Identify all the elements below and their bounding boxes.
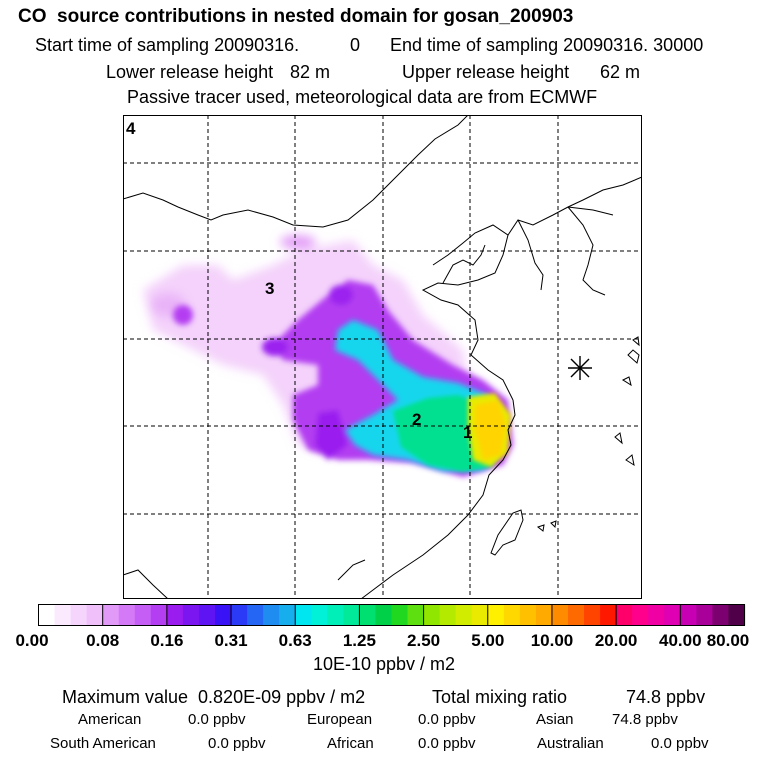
region-label-1: 1 <box>463 423 472 442</box>
colorbar-cell <box>584 604 601 626</box>
colorbar-cell <box>359 604 377 626</box>
colorbar-cell <box>38 604 56 626</box>
colorbar-frame <box>38 604 745 626</box>
colorbar-cell <box>471 604 489 626</box>
colorbar-cell <box>263 604 280 626</box>
colorbar-cell <box>295 604 312 626</box>
start-time-label: Start time of sampling 20090316. <box>35 35 300 55</box>
colorbar-cell <box>632 604 649 626</box>
colorbar-cell <box>118 604 136 626</box>
region-value-american: 0.0 ppbv <box>188 711 246 728</box>
colorbar-tick-label: 20.00 <box>595 631 638 650</box>
colorbar-cell <box>551 604 569 626</box>
colorbar: 0.00 0.08 0.16 0.31 0.63 1.25 2.50 5.00 10.00 20.… <box>15 604 750 650</box>
region-value-european: 0.0 ppbv <box>418 711 476 728</box>
map-frame <box>123 115 642 599</box>
colorbar-cell <box>150 604 168 626</box>
colorbar-cell <box>70 604 88 626</box>
region-label-3: 3 <box>265 279 274 298</box>
colorbar-cell <box>519 604 537 626</box>
total-mixing-value: 74.8 ppbv <box>626 687 706 707</box>
colorbar-cell <box>343 604 361 626</box>
coastlines <box>123 115 642 599</box>
colorbar-tick-label: 0.31 <box>214 631 247 650</box>
source-contribution-map: 4 3 2 1 <box>123 115 642 599</box>
region-label-4: 4 <box>126 119 136 138</box>
colorbar-cell <box>247 604 264 626</box>
colorbar-tick-label: 40.00 <box>659 631 702 650</box>
colorbar-cell <box>54 604 72 626</box>
colorbar-cell <box>600 604 617 626</box>
colorbar-cell <box>439 604 457 626</box>
region-value-south-american: 0.0 ppbv <box>208 735 266 752</box>
region-value-asian: 74.8 ppbv <box>612 711 678 728</box>
colorbar-tick-label: 0.16 <box>150 631 183 650</box>
colorbar-cell <box>198 604 216 626</box>
region-value-african: 0.0 ppbv <box>418 735 476 752</box>
colorbar-tick-label: 0.00 <box>15 631 48 650</box>
colorbar-cell <box>696 604 714 626</box>
colorbar-cell <box>680 604 697 626</box>
colorbar-cell <box>535 604 553 626</box>
colorbar-tick-label: 10.00 <box>531 631 574 650</box>
colorbar-cell <box>86 604 104 626</box>
station-marker-gosan <box>568 356 592 380</box>
concentration-field <box>143 235 513 477</box>
colorbar-cell <box>648 604 665 626</box>
start-time-value: 0 <box>350 35 361 55</box>
colorbar-tick-label: 5.00 <box>471 631 504 650</box>
colorbar-cell <box>664 604 681 626</box>
colorbar-cell <box>215 604 232 626</box>
upper-release-value: 62 m <box>600 62 641 82</box>
end-time-label: End time of sampling 20090316. 30000 <box>390 35 704 55</box>
colorbar-cell <box>616 604 633 626</box>
colorbar-cell <box>134 604 152 626</box>
colorbar-tick-label: 1.25 <box>343 631 376 650</box>
region-value-australian: 0.0 ppbv <box>651 735 709 752</box>
colorbar-cell <box>728 604 746 626</box>
colorbar-cell <box>311 604 328 626</box>
colorbar-cell <box>487 604 505 626</box>
region-name-asian: Asian <box>536 711 574 728</box>
tracer-info: Passive tracer used, meteorological data… <box>127 87 598 107</box>
colorbar-cell <box>712 604 730 626</box>
region-name-african: African <box>327 735 374 752</box>
region-name-american: American <box>78 711 142 728</box>
colorbar-cell <box>375 604 393 626</box>
colorbar-tick-label: 2.50 <box>407 631 440 650</box>
region-label-2: 2 <box>412 410 421 429</box>
maximum-value: Maximum value 0.820E-09 ppbv / m2 <box>62 687 366 707</box>
colorbar-cell <box>455 604 473 626</box>
colorbar-cell <box>407 604 425 626</box>
total-mixing-label: Total mixing ratio <box>432 687 568 707</box>
region-name-south-american: South American <box>50 735 156 752</box>
plume-yellow <box>468 393 511 467</box>
region-name-european: European <box>307 711 373 728</box>
colorbar-tick-label: 0.08 <box>86 631 119 650</box>
chart-title: CO source contributions in nested domain… <box>18 6 574 27</box>
colorbar-tick-label: 0.63 <box>279 631 312 650</box>
upper-release-label: Upper release height <box>402 62 570 82</box>
colorbar-units: 10E-10 ppbv / m2 <box>312 654 456 674</box>
lower-release-value: 82 m <box>290 62 331 82</box>
colorbar-cell <box>166 604 184 626</box>
colorbar-cell <box>327 604 344 626</box>
colorbar-cell <box>423 604 441 626</box>
colorbar-cell <box>102 604 120 626</box>
lower-release-label: Lower release height <box>106 62 274 82</box>
colorbar-cell <box>503 604 521 626</box>
region-name-australian: Australian <box>537 735 604 752</box>
colorbar-tick-label: 80.00 <box>707 631 750 650</box>
gridlines <box>123 115 642 599</box>
colorbar-cell <box>231 604 248 626</box>
colorbar-cell <box>568 604 585 626</box>
colorbar-cell <box>391 604 409 626</box>
colorbar-cell <box>182 604 200 626</box>
colorbar-cell <box>279 604 296 626</box>
